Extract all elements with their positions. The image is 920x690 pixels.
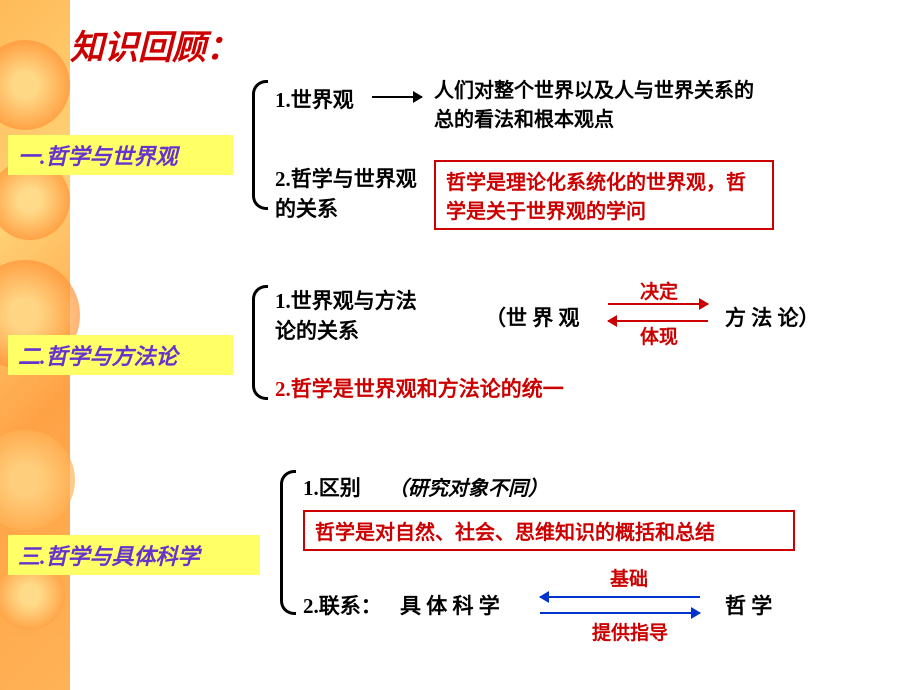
section2-brace	[252, 285, 268, 400]
s2-arrow-bot	[608, 320, 708, 322]
s3-arrow-bot-label: 提供指导	[592, 618, 668, 645]
s2-item2-label: 2.哲学是世界观和方法论的统一	[275, 373, 564, 403]
s2-item1-label: 1.世界观与方法论的关系	[275, 285, 430, 345]
page-title: 知识回顾：	[70, 20, 240, 69]
section2-label: 二.哲学与方法论	[8, 335, 233, 375]
s3-item1-note: （研究对象不同）	[388, 472, 548, 501]
s2-paren-right: 方 法 论）	[725, 302, 820, 332]
s1-item1-label: 1.世界观	[275, 84, 354, 114]
section3-label: 三.哲学与具体科学	[8, 535, 260, 575]
s1-item1-arrow	[372, 96, 422, 98]
s1-item1-desc: 人们对整个世界以及人与世界关系的总的看法和根本观点	[434, 74, 754, 132]
s3-item1-redbox: 哲学是对自然、社会、思维知识的概括和总结	[303, 510, 795, 551]
s3-arrow-bot	[540, 612, 700, 614]
s3-item2-label: 2.联系：	[303, 590, 382, 620]
s3-arrow-top	[540, 596, 700, 598]
section3-brace	[280, 470, 296, 615]
s2-paren-left: （世 界 观	[485, 302, 580, 332]
s3-arrow-top-label: 基础	[610, 564, 648, 591]
s1-item2-label: 2.哲学与世界观的关系	[275, 163, 425, 223]
s3-item1-label: 1.区别	[303, 472, 361, 502]
s2-arrow-top	[608, 303, 708, 305]
s3-left-term: 具 体 科 学	[400, 590, 500, 620]
s2-arrow-top-label: 决定	[640, 277, 678, 304]
s3-right-term: 哲 学	[725, 590, 772, 620]
section1-brace	[252, 80, 268, 210]
s1-item2-redbox: 哲学是理论化系统化的世界观，哲学是关于世界观的学问	[434, 160, 774, 230]
section1-label: 一.哲学与世界观	[8, 135, 233, 175]
s2-arrow-bot-label: 体现	[640, 322, 678, 349]
